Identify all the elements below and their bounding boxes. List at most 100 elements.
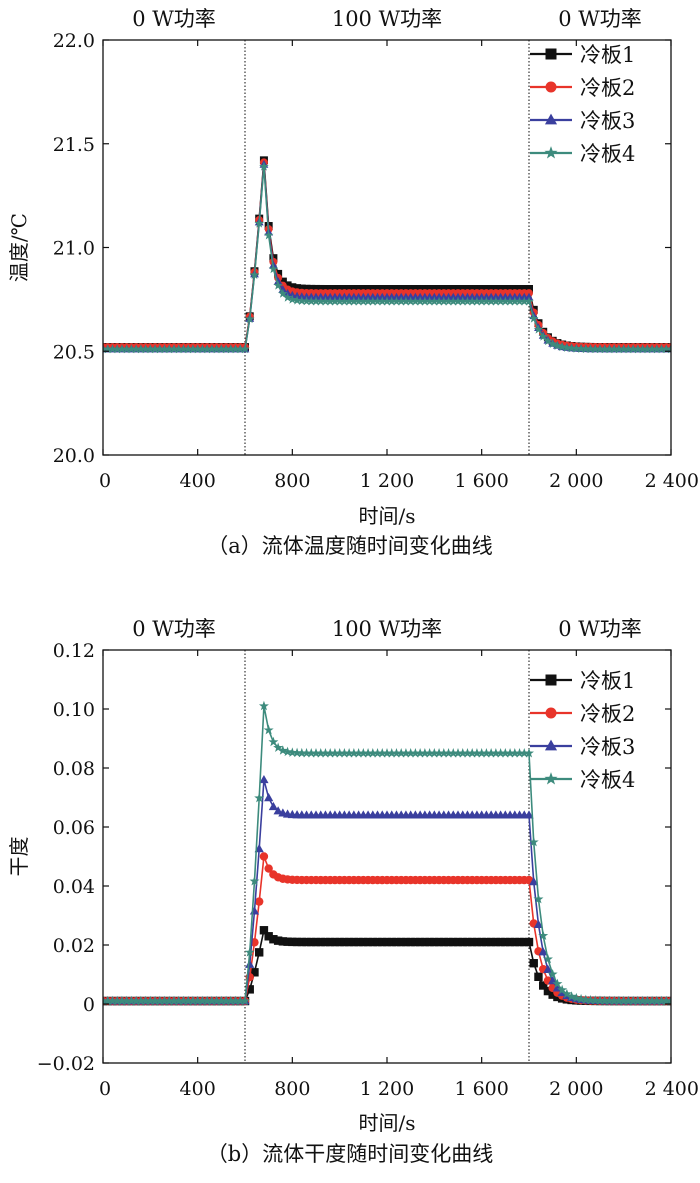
data-point xyxy=(642,344,653,354)
series-line xyxy=(103,166,671,350)
data-point xyxy=(202,344,212,354)
x-tick-label: 2 000 xyxy=(549,470,603,492)
data-point xyxy=(117,344,127,354)
data-point xyxy=(259,852,269,861)
data-point xyxy=(443,296,454,306)
legend-marker xyxy=(545,48,557,60)
chart-temperature: 0 W功率 100 W功率 0 W功率 20.0 20.5 21.0 21.5 22.0 0 40… xyxy=(7,7,699,558)
axes-frame xyxy=(102,39,672,456)
series-line xyxy=(103,160,671,348)
legend-entry: 冷板4 xyxy=(530,142,635,166)
legend-label: 冷板4 xyxy=(580,768,635,792)
data-point xyxy=(561,988,572,999)
data-point xyxy=(154,995,165,1006)
data-point xyxy=(183,344,193,354)
data-point xyxy=(325,748,336,758)
data-point xyxy=(131,995,142,1006)
data-point xyxy=(126,995,137,1006)
data-point xyxy=(211,995,222,1006)
data-point xyxy=(358,748,369,758)
data-point xyxy=(585,344,596,354)
data-point xyxy=(150,344,160,354)
data-point xyxy=(178,995,189,1006)
data-point xyxy=(103,344,113,354)
data-point xyxy=(415,296,425,306)
data-point xyxy=(434,296,444,306)
legend-marker xyxy=(544,113,558,125)
data-point xyxy=(599,995,610,1006)
series-2 xyxy=(103,852,671,1006)
data-point xyxy=(538,930,549,940)
data-point xyxy=(472,296,482,306)
data-point xyxy=(495,296,506,306)
data-point xyxy=(443,748,454,758)
data-point xyxy=(268,264,279,274)
phase-label: 0 W功率 xyxy=(558,7,642,31)
y-tick-label: 0 xyxy=(83,994,95,1016)
data-point xyxy=(277,745,288,755)
data-point xyxy=(330,296,340,306)
data-point xyxy=(438,748,449,758)
legend: 冷板1 冷板2 冷板3 冷板4 xyxy=(530,669,635,792)
data-point xyxy=(348,748,359,758)
data-point xyxy=(391,296,402,306)
data-point xyxy=(386,296,397,306)
x-tick-label: 800 xyxy=(274,1078,310,1100)
data-point xyxy=(363,748,374,758)
data-point xyxy=(410,748,421,758)
data-point xyxy=(325,296,335,306)
x-tick-label: 1 600 xyxy=(454,470,508,492)
legend-marker xyxy=(545,81,557,93)
x-axis-label: 时间/s xyxy=(358,1111,415,1135)
data-point xyxy=(462,748,473,758)
data-point xyxy=(529,959,538,968)
data-point xyxy=(614,344,624,354)
data-point xyxy=(382,296,392,306)
legend-marker xyxy=(545,707,557,719)
data-point xyxy=(533,893,544,904)
data-point xyxy=(391,748,402,758)
series-line xyxy=(103,164,671,350)
data-point xyxy=(510,296,520,306)
data-point xyxy=(282,292,293,302)
data-point xyxy=(528,313,539,323)
phase-label: 0 W功率 xyxy=(132,7,216,31)
x-axis-label: 时间/s xyxy=(358,504,415,528)
legend-entry: 冷板4 xyxy=(530,768,635,792)
phase-label: 100 W功率 xyxy=(332,7,442,31)
data-point xyxy=(145,344,156,354)
data-point xyxy=(429,748,440,758)
data-point xyxy=(557,984,568,995)
data-point xyxy=(651,995,662,1006)
series-3 xyxy=(103,774,671,1005)
data-point xyxy=(183,995,194,1006)
data-point xyxy=(112,995,123,1006)
data-point xyxy=(661,344,671,354)
data-point xyxy=(490,748,501,758)
data-point xyxy=(264,864,273,873)
data-point xyxy=(164,344,175,354)
data-point xyxy=(656,995,667,1006)
data-point xyxy=(528,836,539,847)
data-point xyxy=(112,344,122,354)
data-point xyxy=(647,344,657,354)
data-point xyxy=(287,747,298,757)
data-point xyxy=(320,748,331,758)
data-point xyxy=(278,288,288,298)
y-tick-label: 21.5 xyxy=(53,134,95,156)
data-point xyxy=(230,995,241,1006)
data-point xyxy=(481,748,492,758)
data-point xyxy=(169,344,179,354)
data-point xyxy=(552,978,563,989)
data-point xyxy=(249,875,260,886)
legend-marker xyxy=(544,772,558,785)
data-point xyxy=(581,343,591,353)
series-3 xyxy=(103,159,671,353)
data-point xyxy=(524,296,534,306)
y-tick-label: 0.04 xyxy=(53,876,95,898)
data-point xyxy=(344,296,354,306)
data-point xyxy=(505,748,516,758)
legend-label: 冷板1 xyxy=(580,43,635,67)
data-point xyxy=(292,747,303,758)
x-tick-label: 1 200 xyxy=(360,470,414,492)
